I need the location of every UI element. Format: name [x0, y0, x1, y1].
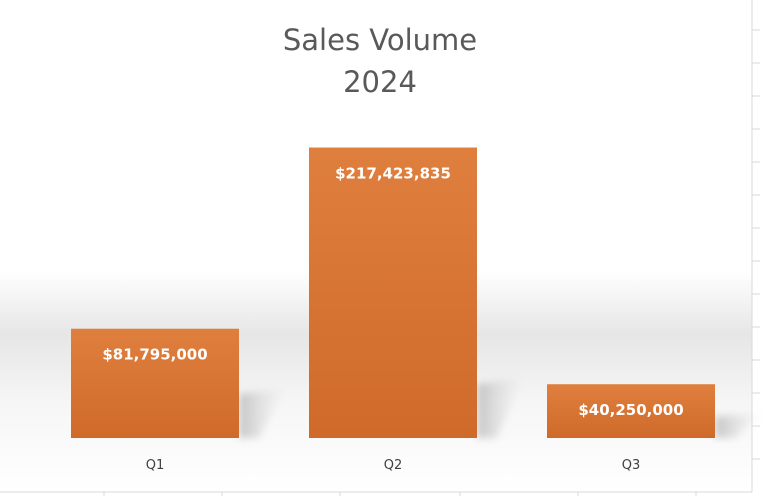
bar-q3 — [547, 384, 715, 438]
bar-shadows — [239, 378, 760, 438]
bar-shadow-q1 — [239, 388, 284, 438]
bar-data-labels: $81,795,000 $217,423,835 $40,250,000 — [102, 165, 683, 420]
bottom-edge-ticks — [103, 492, 697, 496]
data-label-q3: $40,250,000 — [578, 401, 683, 419]
chart-title-line-1: Sales Volume — [283, 23, 477, 57]
data-label-q1: $81,795,000 — [102, 346, 207, 364]
chart-title-line-2: 2024 — [343, 65, 417, 99]
category-label-q3: Q3 — [622, 458, 641, 473]
bars — [71, 147, 715, 438]
category-label-q1: Q1 — [146, 458, 165, 473]
category-label-q2: Q2 — [384, 458, 403, 473]
bar-q2 — [309, 147, 477, 438]
right-edge-ticks — [751, 0, 760, 492]
bar-shadow-q2 — [477, 378, 522, 438]
data-label-q2: $217,423,835 — [335, 165, 451, 183]
category-axis-labels: Q1 Q2 Q3 — [146, 458, 641, 473]
bar-shadow-q3 — [715, 413, 760, 438]
bar-q1 — [71, 328, 239, 438]
